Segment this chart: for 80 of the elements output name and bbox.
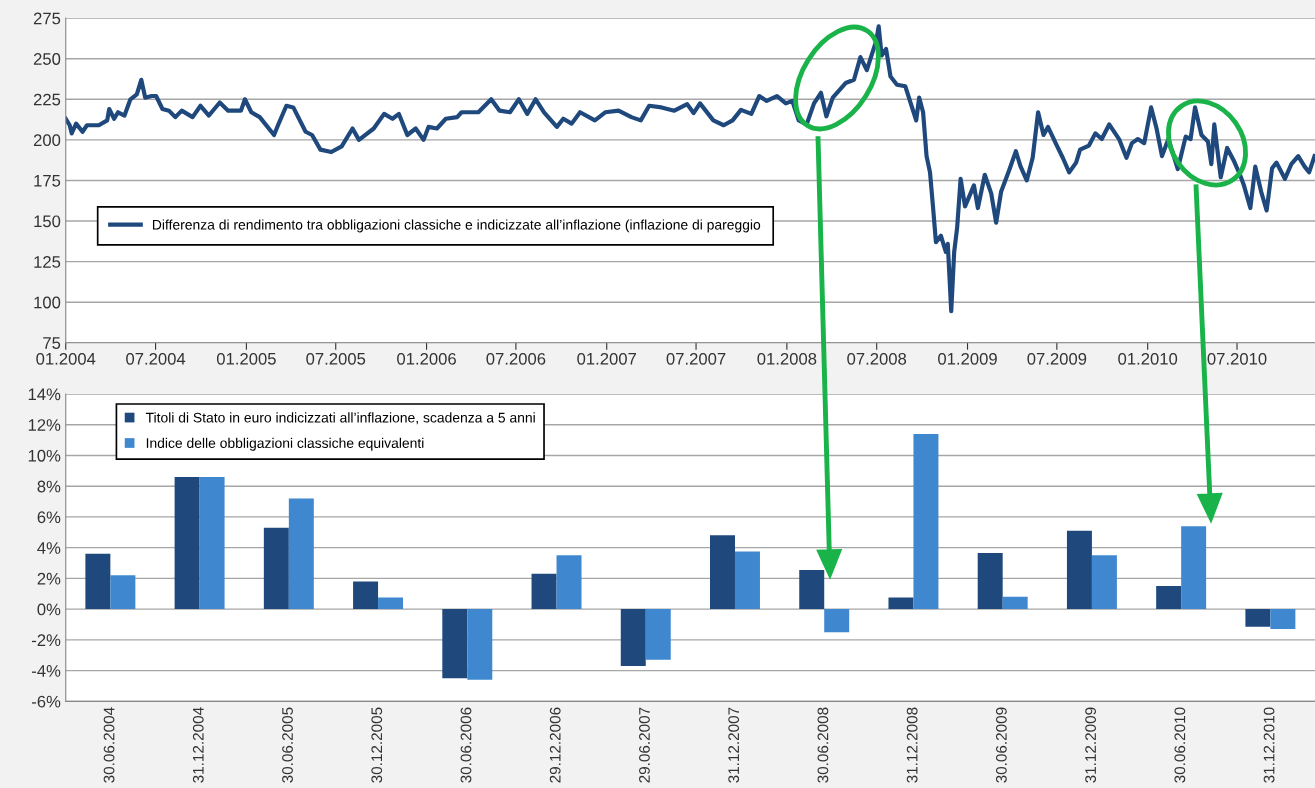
- y-tick-label: -4%: [31, 665, 61, 677]
- bar: [1156, 586, 1182, 610]
- x-tick-label: 31.12.2010: [1263, 707, 1275, 783]
- x-tick-label: 01.2009: [938, 352, 997, 365]
- y-tick-label: 100: [34, 296, 61, 309]
- bar: [1181, 526, 1207, 610]
- x-tick-label: 29.06.2007: [639, 707, 650, 783]
- y-tick-label: -6%: [31, 695, 61, 708]
- y-tick-label: 175: [34, 175, 61, 187]
- bar: [888, 597, 914, 610]
- x-tick-label: 31.12.2009: [1085, 707, 1097, 783]
- x-tick-label: 30.06.2008: [817, 707, 829, 783]
- bar: [174, 476, 200, 610]
- bar: [824, 609, 850, 633]
- y-tick-label: 250: [33, 53, 61, 65]
- bar: [467, 609, 493, 680]
- x-tick-label: 01.2008: [757, 352, 817, 365]
- x-tick-label: 30.12.2005: [371, 707, 383, 783]
- x-tick-label: 07.2005: [306, 352, 366, 365]
- bar: [556, 555, 582, 610]
- y-tick-label: 150: [34, 215, 61, 228]
- bar: [531, 573, 557, 610]
- bar: [353, 581, 379, 610]
- legend-label: Indice delle obbligazioni classiche equivalenti: [146, 437, 424, 451]
- bar: [645, 609, 671, 660]
- bar: [288, 498, 314, 610]
- bar: [1091, 555, 1117, 610]
- x-tick-label: 07.2004: [126, 352, 186, 365]
- y-tick-label: 14%: [28, 388, 61, 401]
- bar: [85, 553, 111, 610]
- y-tick-label: 75: [43, 337, 61, 349]
- x-tick-label: 30.06.2004: [103, 707, 115, 783]
- bar: [710, 535, 735, 610]
- bar: [913, 433, 939, 610]
- bar: [199, 476, 225, 610]
- line-series: [65, 24, 1315, 314]
- x-tick-label: 07.2009: [1027, 352, 1087, 365]
- y-tick-label: 10%: [28, 449, 61, 462]
- x-tick-label: 31.12.2008: [906, 707, 918, 783]
- x-tick-label: 29.12.2006: [549, 707, 561, 783]
- bar: [442, 609, 468, 679]
- x-tick-label: 30.06.2009: [995, 707, 1007, 783]
- x-tick-label: 01.2006: [397, 352, 456, 365]
- y-tick-label: 12%: [28, 419, 61, 431]
- x-tick-label: 01.2005: [216, 352, 276, 365]
- y-tick-label: 8%: [37, 480, 61, 493]
- x-tick-label: 30.06.2010: [1174, 707, 1186, 783]
- y-tick-label: 225: [33, 93, 61, 106]
- y-tick-label: 6%: [37, 511, 61, 524]
- y-tick-label: 0%: [37, 603, 61, 616]
- bar: [110, 575, 136, 610]
- y-tick-label: 200: [33, 134, 61, 147]
- bar: [734, 551, 760, 610]
- x-tick-label: 31.12.2007: [728, 707, 740, 783]
- bar: [263, 527, 289, 610]
- legend-label: Titoli di Stato in euro indicizzati all’inflazione, scadenza a 5 anni: [145, 412, 535, 425]
- bar: [620, 609, 646, 666]
- bar: [378, 597, 404, 610]
- y-tick-label: 2%: [37, 572, 61, 585]
- x-tick-label: 01.2010: [1118, 352, 1178, 365]
- y-tick-label: 4%: [37, 542, 61, 554]
- x-tick-label: 01.2007: [577, 352, 636, 365]
- bar: [799, 569, 825, 610]
- x-tick-label: 07.2006: [486, 352, 546, 365]
- x-tick-label: 01.2004: [36, 352, 96, 365]
- x-tick-label: 07.2007: [666, 352, 726, 365]
- x-tick-label: 07.2010: [1207, 352, 1267, 365]
- y-tick-label: 125: [34, 256, 61, 268]
- x-tick-label: 30.06.2006: [460, 707, 472, 783]
- bar: [1270, 609, 1296, 630]
- x-tick-label: 07.2008: [847, 352, 907, 365]
- x-tick-label: 31.12.2004: [192, 707, 204, 783]
- y-tick-label: 275: [33, 12, 61, 25]
- bar: [1002, 596, 1028, 610]
- legend-label: Differenza di rendimento tra obbligazioni classiche e indicizzate all’inflazione (inflazione di pareggio: [152, 219, 761, 233]
- y-tick-label: -2%: [31, 634, 61, 646]
- bar: [1066, 530, 1092, 610]
- x-tick-label: 30.06.2005: [282, 707, 293, 783]
- bar: [977, 553, 1003, 610]
- bar: [1245, 609, 1271, 627]
